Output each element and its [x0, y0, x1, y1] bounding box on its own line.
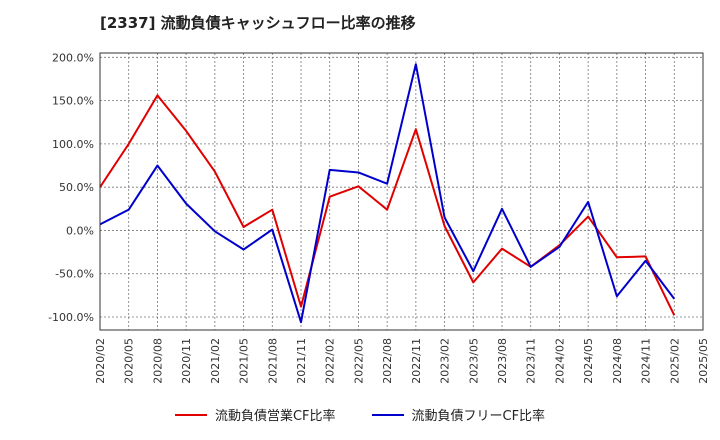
legend-line-free-cf: [371, 413, 404, 416]
legend-label-operating-cf: 流動負債営業CF比率: [214, 409, 336, 424]
x-tick-label: 2021/08: [266, 338, 279, 384]
x-tick-label: 2023/11: [525, 338, 538, 384]
x-tick-label: 2020/08: [151, 338, 164, 384]
legend-item-free-cf: 流動負債フリーCF比率: [371, 405, 546, 424]
y-axis-labels: 200.0% 150.0% 100.0% 50.0% 0.0% -50.0% -100.0%: [48, 51, 94, 324]
x-tick-label: 2023/02: [439, 338, 452, 384]
legend: 流動負債営業CF比率 流動負債フリーCF比率: [0, 405, 720, 424]
grid: [100, 53, 703, 330]
legend-item-operating-cf: 流動負債営業CF比率: [174, 405, 336, 424]
series-lines: [99, 63, 676, 324]
x-tick-label: 2024/05: [582, 338, 595, 384]
y-tick-label: 0.0%: [66, 224, 94, 237]
x-tick-label: 2024/02: [553, 338, 566, 384]
x-axis-labels: 2020/02 2020/05 2020/08 2020/11 2021/02 2021/…: [94, 338, 710, 384]
x-tick-label: 2023/08: [496, 338, 509, 384]
x-tick-label: 2024/11: [640, 338, 653, 384]
y-tick-label: -50.0%: [55, 268, 94, 281]
y-tick-label: 100.0%: [52, 138, 94, 151]
chart-title: [2337] 流動負債キャッシュフロー比率の推移: [100, 14, 416, 32]
x-tick-label: 2025/05: [697, 338, 710, 384]
x-tick-label: 2024/08: [611, 338, 624, 384]
x-tick-label: 2025/02: [668, 338, 681, 384]
x-tick-label: 2020/02: [94, 338, 107, 384]
x-tick-label: 2022/05: [352, 338, 365, 384]
y-tick-label: -100.0%: [48, 311, 94, 324]
x-tick-label: 2022/11: [410, 338, 423, 384]
plot-area: [100, 53, 703, 330]
series-line-0: [99, 94, 676, 316]
plot-frame: [99, 52, 704, 331]
y-tick-label: 200.0%: [52, 51, 94, 64]
series-line-1: [99, 63, 676, 324]
x-tick-label: 2023/05: [467, 338, 480, 384]
y-tick-label: 150.0%: [52, 95, 94, 108]
x-tick-label: 2021/02: [209, 338, 222, 384]
x-tick-label: 2022/02: [324, 338, 337, 384]
legend-line-operating-cf: [174, 413, 207, 416]
x-tick-label: 2021/05: [238, 338, 251, 384]
y-tick-label: 50.0%: [59, 181, 94, 194]
x-tick-label: 2020/05: [123, 338, 136, 384]
x-tick-label: 2021/11: [295, 338, 308, 384]
x-tick-label: 2022/08: [381, 338, 394, 384]
legend-label-free-cf: 流動負債フリーCF比率: [411, 409, 546, 424]
x-tick-label: 2020/11: [180, 338, 193, 384]
